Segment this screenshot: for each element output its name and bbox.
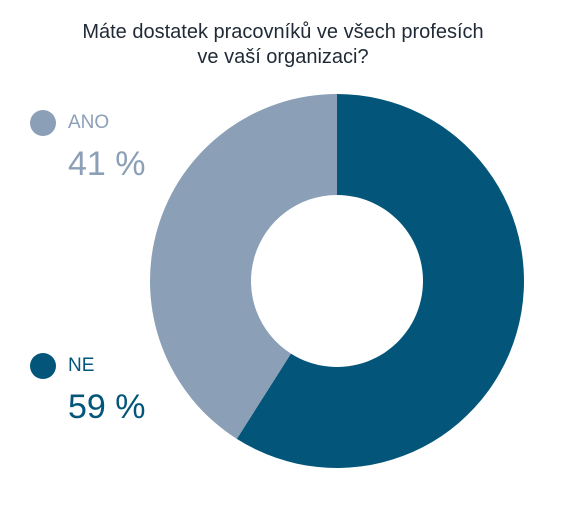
chart-title-line-2: ve vaší organizaci?: [197, 46, 369, 68]
donut-slice-ne: [236, 94, 524, 469]
legend-label-ne: NE: [68, 355, 95, 376]
legend-dot-ano: [30, 110, 56, 136]
chart-title: Máte dostatek pracovníků ve všech profes…: [0, 20, 566, 70]
legend-dot-ne: [30, 353, 56, 379]
chart-title-line-1: Máte dostatek pracovníků ve všech profes…: [82, 21, 484, 43]
legend-label-ano: ANO: [68, 112, 110, 133]
legend-value-ne: 59 %: [68, 388, 146, 426]
donut-slice-ano: [150, 94, 337, 439]
legend-value-ano: 41 %: [68, 145, 146, 183]
